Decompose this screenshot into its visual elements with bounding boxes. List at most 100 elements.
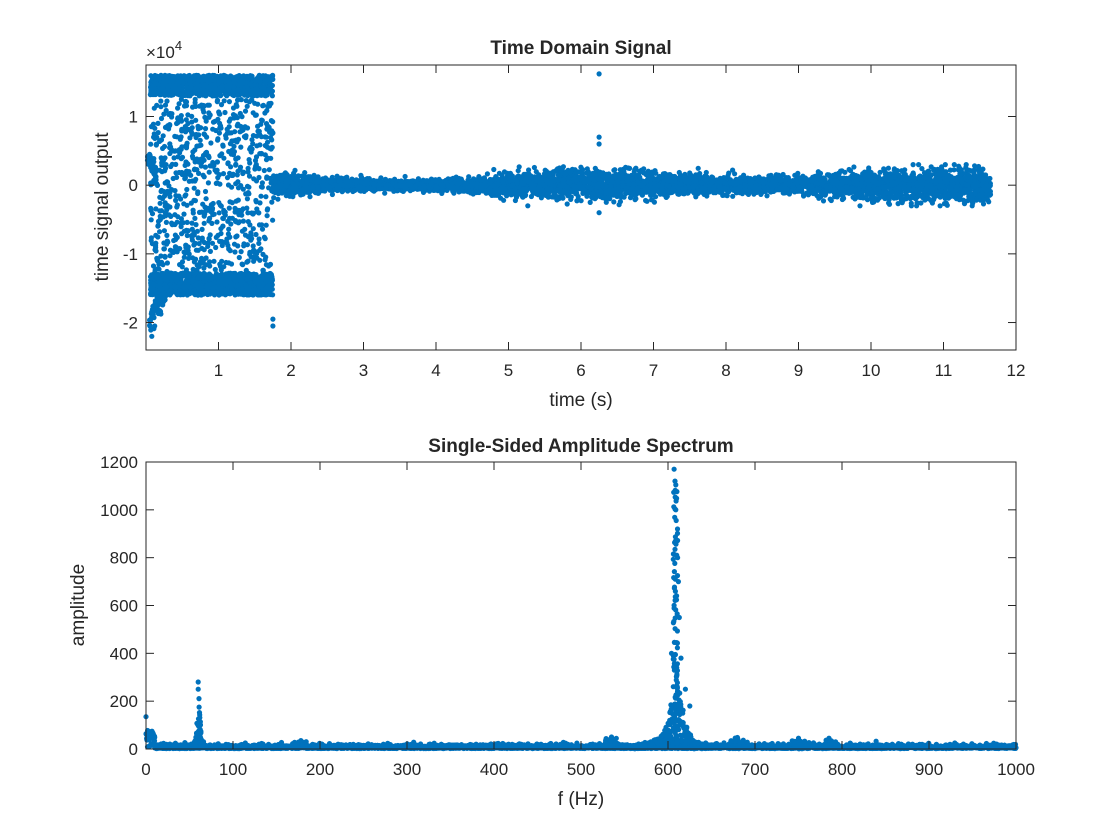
data-point [244,284,250,290]
data-point [253,231,259,238]
data-point [219,151,225,157]
data-point [161,228,167,234]
data-point [220,143,226,149]
data-point [240,186,246,192]
data-point [223,135,229,141]
data-point [164,232,170,238]
data-point [195,190,201,197]
data-point [181,284,187,290]
data-point [226,124,232,130]
data-point [256,240,262,246]
data-point [160,133,166,139]
data-point [164,268,170,275]
data-point [162,297,168,303]
data-point [158,104,164,110]
data-point [587,199,593,205]
data-point [153,206,159,212]
data-point [258,193,264,199]
data-point [191,259,197,265]
data-point [202,188,209,195]
data-point [211,258,217,264]
data-point [183,227,189,233]
data-point [172,271,178,277]
data-point [228,261,235,267]
data-point [214,99,220,105]
data-point [186,255,192,261]
data-point [200,152,207,159]
data-point [174,86,181,93]
data-point [242,108,249,114]
data-point [157,200,163,206]
data-point [158,115,165,122]
data-point [244,276,250,282]
data-point [182,193,188,199]
data-point [216,210,222,216]
data-point [224,175,231,181]
data-point [154,257,160,263]
data-point [226,118,232,124]
data-point [155,120,161,126]
data-point [270,130,276,136]
data-point [267,76,274,83]
data-point [186,169,192,175]
data-point [189,220,195,226]
data-point [181,254,187,260]
data-point [263,222,269,228]
data-point [248,233,254,239]
data-point [155,218,162,224]
data-point [172,221,178,228]
data-point [155,130,161,136]
data-point [262,152,268,158]
data-point [216,285,222,292]
data-point [199,235,205,241]
data-point [240,262,246,268]
data-point [217,123,224,129]
data-point [189,130,195,136]
data-point [258,246,264,252]
data-point [191,271,198,277]
data-point [176,193,182,199]
data-point [232,88,238,94]
data-point [191,232,197,238]
data-point [177,136,183,142]
data-point [238,97,244,103]
data-point [382,190,388,196]
data-point [248,88,254,94]
data-point [895,201,901,207]
data-point [226,246,232,252]
data-point [198,282,204,288]
data-point [158,98,164,104]
data-point [207,248,213,254]
data-point [176,169,182,176]
data-point [184,89,190,95]
data-point [210,200,216,207]
data-point [222,287,228,293]
data-point [239,114,245,120]
data-point [157,213,163,219]
data-point [249,137,255,143]
data-point [163,107,169,114]
data-point [246,173,253,179]
data-point [260,251,266,257]
data-point [154,134,160,140]
data-point [150,263,157,269]
data-point [244,196,250,202]
data-point [226,205,232,211]
data-point [256,131,263,137]
data-point [237,207,243,214]
data-point [189,226,195,232]
data-point [217,181,223,187]
data-point [258,121,264,127]
data-point [202,126,209,132]
data-point [246,184,252,190]
data-point [265,123,271,129]
data-point [247,160,253,166]
data-point [231,143,237,149]
data-point [179,231,185,237]
data-point [199,226,205,232]
data-point [857,203,863,209]
data-point [185,126,191,133]
data-point [617,199,624,205]
data-point [215,116,221,122]
data-point [169,276,175,282]
